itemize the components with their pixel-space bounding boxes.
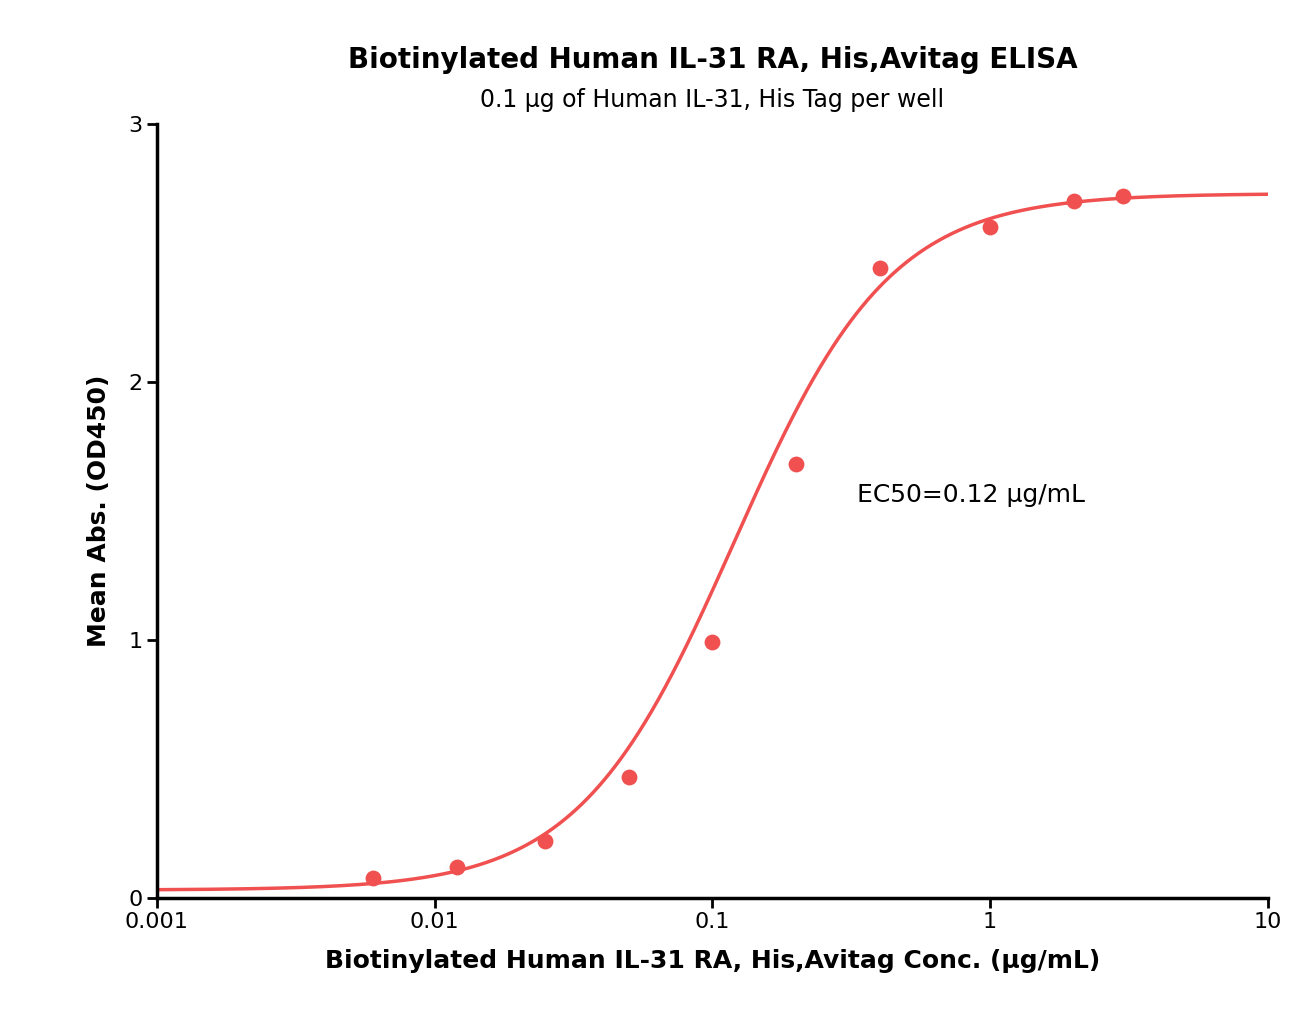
Text: EC50=0.12 μg/mL: EC50=0.12 μg/mL bbox=[857, 483, 1085, 508]
Point bbox=[702, 634, 723, 651]
Point bbox=[535, 833, 555, 849]
Point bbox=[1063, 193, 1084, 209]
Y-axis label: Mean Abs. (OD450): Mean Abs. (OD450) bbox=[88, 375, 111, 647]
Point bbox=[362, 870, 383, 886]
Point bbox=[980, 219, 1001, 235]
Text: 0.1 μg of Human IL-31, His Tag per well: 0.1 μg of Human IL-31, His Tag per well bbox=[480, 88, 945, 111]
Point bbox=[1112, 188, 1133, 204]
Text: Biotinylated Human IL-31 RA, His,Avitag ELISA: Biotinylated Human IL-31 RA, His,Avitag … bbox=[348, 46, 1077, 74]
Point bbox=[618, 768, 639, 784]
Point bbox=[869, 260, 890, 277]
X-axis label: Biotinylated Human IL-31 RA, His,Avitag Conc. (μg/mL): Biotinylated Human IL-31 RA, His,Avitag … bbox=[324, 949, 1100, 973]
Point bbox=[786, 456, 806, 473]
Point bbox=[446, 859, 467, 875]
